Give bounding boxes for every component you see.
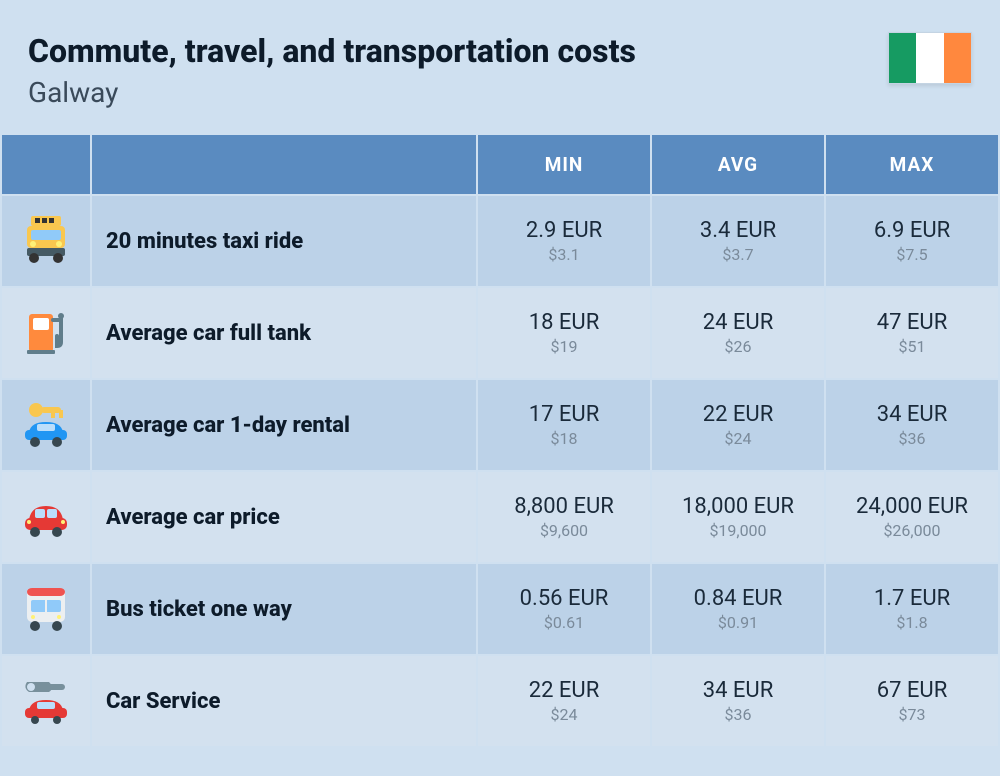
row-min: 2.9 EUR $3.1 [478, 196, 650, 286]
avg-usd: $36 [660, 705, 816, 724]
row-max: 34 EUR $36 [826, 380, 998, 470]
min-usd: $0.61 [486, 613, 642, 632]
min-usd: $3.1 [486, 245, 642, 264]
min-eur: 22 EUR [486, 678, 642, 703]
min-eur: 2.9 EUR [486, 218, 642, 243]
page-header: Commute, travel, and transportation cost… [0, 0, 1000, 133]
col-max-header: MAX [826, 135, 998, 194]
row-avg: 34 EUR $36 [652, 656, 824, 746]
table-row: Average car full tank 18 EUR $19 24 EUR … [2, 288, 998, 378]
avg-eur: 22 EUR [660, 402, 816, 427]
row-label: Car Service [92, 656, 476, 746]
max-eur: 1.7 EUR [834, 586, 990, 611]
row-icon-cell [2, 196, 90, 286]
max-eur: 24,000 EUR [834, 494, 990, 519]
row-min: 17 EUR $18 [478, 380, 650, 470]
max-usd: $1.8 [834, 613, 990, 632]
ireland-flag-icon [888, 32, 972, 84]
table-row: Average car price 8,800 EUR $9,600 18,00… [2, 472, 998, 562]
taxi-icon [21, 214, 71, 264]
max-eur: 34 EUR [834, 402, 990, 427]
avg-usd: $3.7 [660, 245, 816, 264]
avg-usd: $19,000 [660, 521, 816, 540]
page-title: Commute, travel, and transportation cost… [28, 32, 636, 70]
row-avg: 24 EUR $26 [652, 288, 824, 378]
row-label: Bus ticket one way [92, 564, 476, 654]
max-usd: $36 [834, 429, 990, 448]
page-subtitle: Galway [28, 76, 636, 109]
avg-eur: 0.84 EUR [660, 586, 816, 611]
row-min: 18 EUR $19 [478, 288, 650, 378]
car-icon [21, 490, 71, 540]
min-usd: $24 [486, 705, 642, 724]
avg-usd: $26 [660, 337, 816, 356]
row-icon-cell [2, 564, 90, 654]
max-usd: $51 [834, 337, 990, 356]
row-max: 67 EUR $73 [826, 656, 998, 746]
max-eur: 67 EUR [834, 678, 990, 703]
min-eur: 18 EUR [486, 310, 642, 335]
service-icon [21, 674, 71, 724]
min-eur: 0.56 EUR [486, 586, 642, 611]
table-row: Bus ticket one way 0.56 EUR $0.61 0.84 E… [2, 564, 998, 654]
fuel-icon [21, 306, 71, 356]
min-eur: 8,800 EUR [486, 494, 642, 519]
max-eur: 6.9 EUR [834, 218, 990, 243]
table-row: 20 minutes taxi ride 2.9 EUR $3.1 3.4 EU… [2, 196, 998, 286]
row-label: Average car 1-day rental [92, 380, 476, 470]
row-max: 24,000 EUR $26,000 [826, 472, 998, 562]
max-usd: $7.5 [834, 245, 990, 264]
row-min: 8,800 EUR $9,600 [478, 472, 650, 562]
row-icon-cell [2, 472, 90, 562]
row-max: 47 EUR $51 [826, 288, 998, 378]
max-usd: $26,000 [834, 521, 990, 540]
row-min: 0.56 EUR $0.61 [478, 564, 650, 654]
costs-table: MIN AVG MAX 20 minutes taxi ride 2.9 EUR… [0, 133, 1000, 748]
row-max: 6.9 EUR $7.5 [826, 196, 998, 286]
row-icon-cell [2, 656, 90, 746]
row-avg: 0.84 EUR $0.91 [652, 564, 824, 654]
table-row: Average car 1-day rental 17 EUR $18 22 E… [2, 380, 998, 470]
col-icon-header [2, 135, 90, 194]
row-avg: 22 EUR $24 [652, 380, 824, 470]
avg-usd: $24 [660, 429, 816, 448]
table-row: Car Service 22 EUR $24 34 EUR $36 67 EUR… [2, 656, 998, 746]
title-block: Commute, travel, and transportation cost… [28, 32, 636, 109]
max-eur: 47 EUR [834, 310, 990, 335]
row-icon-cell [2, 380, 90, 470]
min-usd: $9,600 [486, 521, 642, 540]
avg-eur: 34 EUR [660, 678, 816, 703]
row-max: 1.7 EUR $1.8 [826, 564, 998, 654]
rental-icon [21, 398, 71, 448]
row-icon-cell [2, 288, 90, 378]
table-header-row: MIN AVG MAX [2, 135, 998, 194]
col-avg-header: AVG [652, 135, 824, 194]
max-usd: $73 [834, 705, 990, 724]
col-min-header: MIN [478, 135, 650, 194]
row-label: Average car full tank [92, 288, 476, 378]
row-avg: 18,000 EUR $19,000 [652, 472, 824, 562]
row-label: Average car price [92, 472, 476, 562]
avg-usd: $0.91 [660, 613, 816, 632]
avg-eur: 3.4 EUR [660, 218, 816, 243]
row-avg: 3.4 EUR $3.7 [652, 196, 824, 286]
min-usd: $19 [486, 337, 642, 356]
col-label-header [92, 135, 476, 194]
bus-icon [21, 582, 71, 632]
row-min: 22 EUR $24 [478, 656, 650, 746]
avg-eur: 24 EUR [660, 310, 816, 335]
min-eur: 17 EUR [486, 402, 642, 427]
avg-eur: 18,000 EUR [660, 494, 816, 519]
row-label: 20 minutes taxi ride [92, 196, 476, 286]
min-usd: $18 [486, 429, 642, 448]
